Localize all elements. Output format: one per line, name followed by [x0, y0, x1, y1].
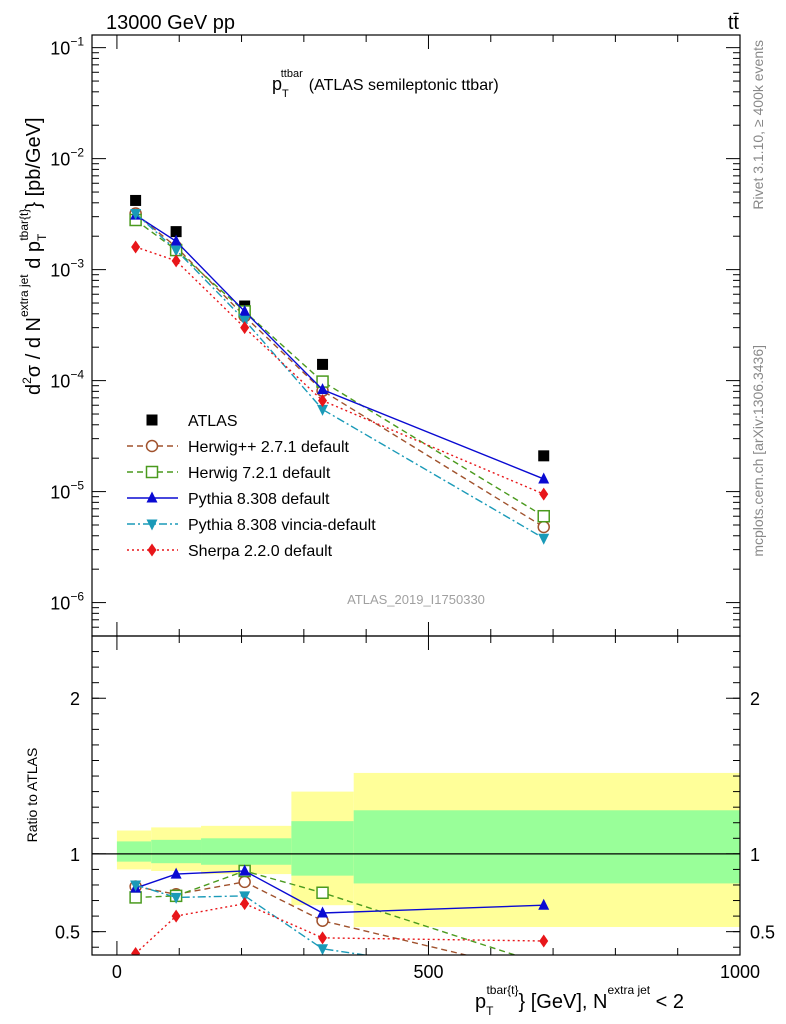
ratio-series-3: [130, 880, 549, 988]
legend-label-3: Pythia 8.308 default: [188, 491, 330, 508]
ratio-y-axis-label: Ratio to ATLAS: [24, 748, 40, 843]
legend-marker-3: [146, 491, 158, 503]
ratio-green-band-0: [116, 841, 152, 862]
series-5: [131, 240, 549, 501]
x-tick-label: 1000: [720, 962, 760, 982]
legend: ATLAS Herwig++ 2.7.1 default Herwig 7.2.1 …: [127, 413, 376, 560]
ratio-series-0-point-4: [538, 968, 549, 979]
series-5-point-3: [318, 394, 328, 408]
ratio-series-2-point-1: [170, 867, 182, 879]
ratio-series-4-point-3: [318, 931, 328, 945]
main-title: pTttbar(ATLAS semileptonic ttbar): [272, 68, 499, 100]
ratio-series-4-point-4: [539, 934, 549, 948]
ratio-series-3-point-4: [538, 977, 549, 988]
x-tick-label: 500: [413, 962, 443, 982]
main-y-tick-label: 10−5: [50, 479, 84, 503]
mcplots-label: mcplots.cern.ch [arXiv:1306.3436]: [750, 345, 766, 557]
series-1-line: [135, 213, 545, 528]
watermark: ATLAS_2019_I1750330: [347, 592, 485, 607]
ratio-green-band-1: [151, 839, 202, 864]
ratio-y-tick-label-right: 2: [750, 689, 760, 709]
legend-marker-0: [146, 414, 158, 426]
series-3-point-3: [317, 383, 329, 395]
ratio-series-1-point-0: [129, 891, 142, 904]
legend-label-2: Herwig 7.2.1 default: [188, 465, 331, 482]
main-y-tick-label: 10−3: [50, 257, 84, 281]
rivet-label: Rivet 3.1.10, ≥ 400k events: [750, 40, 766, 210]
ratio-series-4-line: [135, 902, 544, 954]
ratio-series-4: [131, 897, 549, 955]
series-5-point-1: [171, 254, 181, 268]
ratio-y-tick-label: 1: [70, 845, 80, 865]
series-1-point-4: [537, 520, 550, 534]
ratio-y-tick-label: 0.5: [55, 923, 80, 943]
ratio-series-1-point-4: [538, 959, 549, 970]
ratio-series-2-point-4: [538, 898, 550, 910]
legend-marker-1: [145, 439, 159, 453]
ratio-series-4-point-2: [240, 897, 250, 911]
series-3-point-4: [538, 472, 550, 484]
ratio-series-3-point-2: [239, 891, 251, 903]
legend-marker-4: [146, 519, 158, 531]
main-y-tick-label: 10−4: [50, 368, 84, 392]
series-0-point-4: [538, 450, 550, 462]
ratio-green-band-4: [353, 810, 740, 884]
ratio-green-band-3: [291, 821, 354, 876]
ratio-series-4-point-1: [171, 909, 181, 923]
main-panel: pTttbar(ATLAS semileptonic ttbar) d2σ / …: [17, 34, 741, 637]
series-5-point-2: [240, 321, 250, 335]
series-1: [129, 207, 550, 534]
ratio-plot-frame: [91, 635, 741, 956]
series-5-point-4: [539, 487, 549, 501]
ratio-series-0-point-2: [238, 875, 251, 889]
series-5-point-0: [131, 240, 141, 254]
series-3-point-1: [170, 234, 182, 246]
ratio-series-3-line: [135, 884, 370, 955]
ratio-series-2-point-2: [239, 864, 251, 876]
series-0-point-1: [170, 226, 182, 238]
main-y-axis-label: d2σ / d Nextra jet d pTtbar{t}} [pb/GeV]: [17, 117, 49, 395]
legend-marker-2: [145, 465, 159, 479]
ratio-y-tick-label: 2: [70, 689, 80, 709]
series-5-line: [135, 246, 545, 495]
ratio-series-1-point-3: [316, 886, 329, 900]
series-2-point-4: [537, 509, 550, 523]
legend-label-1: Herwig++ 2.7.1 default: [188, 439, 350, 456]
series-4-point-1: [170, 245, 182, 257]
main-y-tick-label: 10−1: [50, 35, 84, 59]
ratio-y-tick-label-right: 0.5: [750, 923, 775, 943]
x-tick-label: 0: [112, 962, 122, 982]
process-label: tt̄: [728, 12, 740, 34]
legend-label-4: Pythia 8.308 vincia-default: [188, 517, 376, 534]
series-0-point-3: [317, 358, 329, 370]
main-y-tick-label: 10−2: [50, 146, 84, 170]
legend-label-0: ATLAS: [188, 413, 238, 430]
series-4-point-0: [130, 209, 142, 221]
ratio-green-band-2: [201, 838, 292, 865]
series-4-point-4: [538, 533, 550, 545]
energy-label: 13000 GeV pp: [106, 12, 235, 34]
series-0-point-0: [130, 194, 142, 206]
ratio-series-3-point-0: [130, 880, 142, 892]
ratio-y-tick-label-right: 1: [750, 845, 760, 865]
x-axis-label: pTtbar{t}} [GeV], Nextra jet < 2: [475, 983, 684, 1018]
legend-label-5: Sherpa 2.2.0 default: [188, 543, 333, 560]
ratio-series-3-point-1: [170, 892, 182, 904]
ratio-series-3-point-3: [317, 944, 329, 955]
ratio-series-2-point-3: [317, 906, 329, 918]
series-4-point-3: [317, 404, 329, 416]
main-y-tick-label: 10−6: [50, 590, 84, 614]
ratio-panel: 0.5 0.5 1 1 2 2 0 500 1000 Ratio to ATLAS pTtbar…: [24, 635, 775, 1018]
legend-marker-5: [147, 543, 157, 557]
ratio-series-4-point-0: [131, 946, 141, 955]
series-3-point-2: [239, 304, 251, 316]
series-4-line: [135, 213, 545, 539]
